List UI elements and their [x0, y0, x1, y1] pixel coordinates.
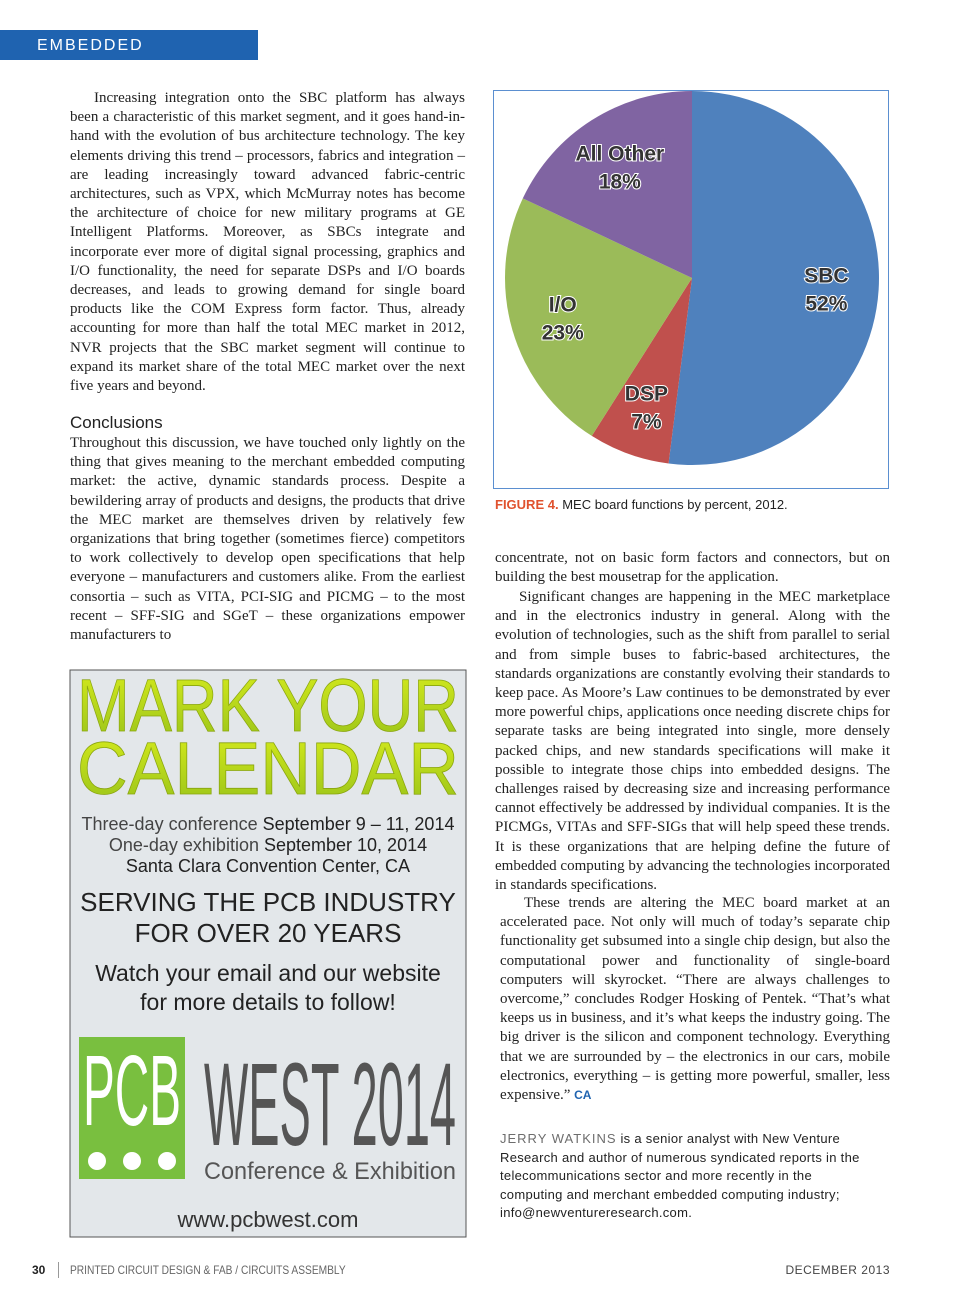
figure-caption: FIGURE 4. MEC board functions by percent…: [495, 497, 788, 512]
slice-value: 23%: [542, 322, 584, 345]
slice-value: 7%: [631, 411, 662, 434]
ad-headline: CALENDAR: [77, 727, 459, 810]
ad-tagline: SERVING THE PCB INDUSTRY: [80, 887, 456, 917]
author-bio: JERRY WATKINS is a senior analyst with N…: [500, 1130, 870, 1223]
slice-label: All Other: [576, 142, 665, 165]
caption-text: MEC board functions by percent, 2012.: [562, 497, 788, 512]
ad-tagline: FOR OVER 20 YEARS: [135, 918, 402, 948]
figure: SBC 52% DSP 7% I/O 23% All Other 18%: [493, 90, 889, 489]
slice-label: DSP: [625, 383, 668, 406]
figure-label: FIGURE 4.: [495, 497, 559, 512]
section-header: EMBEDDED COMPUTING: [0, 30, 258, 85]
advertisement: MARK YOUR CALENDAR Three-day conference …: [69, 669, 467, 1238]
slice-label: SBC: [804, 264, 848, 287]
ad-label: Three-day conference: [82, 814, 258, 834]
ad-headline: MARK YOUR: [77, 669, 459, 747]
slice-value: 52%: [805, 292, 847, 315]
pie-slice: [668, 91, 879, 465]
author-name: JERRY WATKINS: [500, 1131, 617, 1146]
logo-dot: [123, 1152, 141, 1170]
logo: PCB: [83, 1035, 181, 1147]
ad-venue: Santa Clara Convention Center, CA: [126, 856, 410, 876]
bio-text: is a senior analyst with New Venture Res…: [500, 1131, 860, 1220]
section-bold: COMPUTING: [0, 68, 116, 85]
paragraph: concentrate, not on basic form factors a…: [495, 550, 890, 586]
paragraph: These trends are altering the MEC board …: [500, 894, 890, 1105]
ad-date: September 9 – 11, 2014: [263, 814, 455, 834]
ad-line: One-day exhibition September 10, 2014: [109, 835, 427, 855]
paragraph: Throughout this discussion, we have touc…: [70, 435, 465, 644]
publication: PRINTED CIRCUIT DESIGN & FAB / CIRCUITS …: [70, 1263, 346, 1277]
paragraph: Significant changes are happening in the…: [495, 589, 890, 894]
pie-slice: [505, 198, 692, 436]
ad-note: for more details to follow!: [140, 989, 396, 1015]
issue-date: DECEMBER 2013: [785, 1263, 890, 1277]
slice-label: I/O: [549, 294, 577, 317]
section-light: EMBEDDED: [37, 37, 144, 54]
ad-note: Watch your email and our website: [95, 960, 441, 986]
ad-url: www.pcbwest.com: [177, 1207, 359, 1232]
paragraph: Increasing integration onto the SBC plat…: [70, 90, 465, 395]
logo-dot: [88, 1152, 106, 1170]
ad-label: One-day exhibition: [109, 835, 259, 855]
ad-date: September 10, 2014: [264, 835, 427, 855]
pie-slice: [591, 278, 692, 464]
event-name: WEST 2014: [204, 1039, 456, 1171]
pie-slice: [522, 91, 692, 278]
end-mark: CA: [574, 1088, 592, 1103]
logo-dot: [158, 1152, 176, 1170]
ad-line: Three-day conference September 9 – 11, 2…: [82, 814, 455, 834]
paragraph-text: These trends are altering the MEC board …: [500, 895, 890, 1104]
event-subtitle: Conference & Exhibition: [204, 1158, 456, 1185]
heading: Conclusions: [70, 413, 163, 432]
page-number: 30: [32, 1263, 46, 1277]
footer-rule: [58, 1262, 59, 1278]
slice-value: 18%: [599, 170, 641, 193]
